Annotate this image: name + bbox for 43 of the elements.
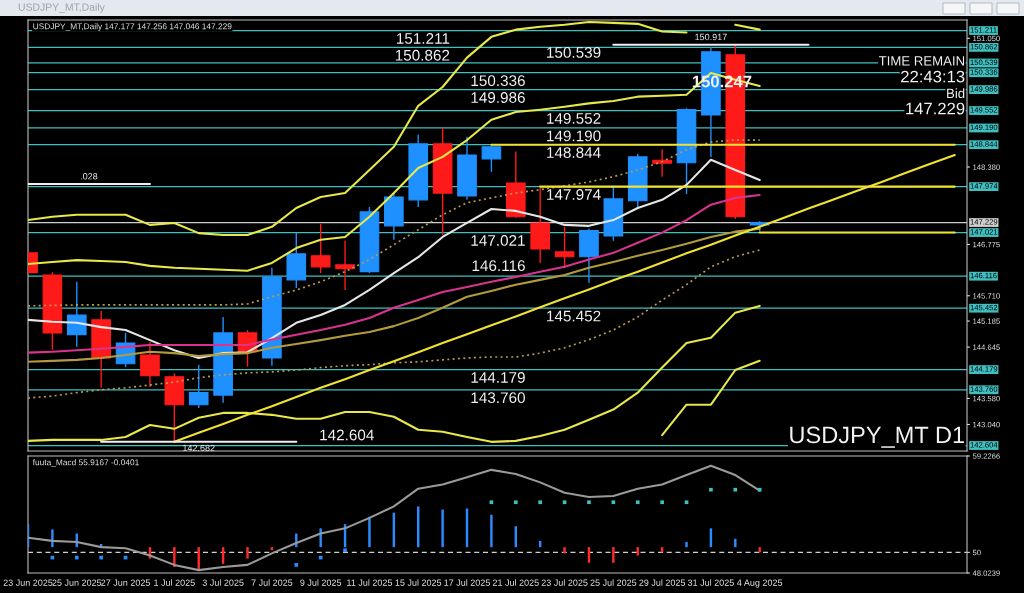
annotation: 147.974 xyxy=(547,189,601,200)
annotation: 150.247 xyxy=(692,75,752,88)
x-tick-label: 29 Jul 2025 xyxy=(639,579,686,586)
annotation: 149.986 xyxy=(471,92,525,103)
x-tick-label: 17 Jul 2025 xyxy=(444,579,490,586)
x-tick-label: 15 Jul 2025 xyxy=(395,579,442,586)
annotation: Bid xyxy=(947,88,965,99)
chart-title: fuuta_Macd 55.9167 -0.0401 xyxy=(32,459,139,467)
annotation: 146.116 xyxy=(472,260,525,272)
annotation: USDJPY_MT D1 xyxy=(790,426,964,448)
annotation: 149.190 xyxy=(547,130,601,142)
x-tick-label: 3 Jul 2025 xyxy=(202,579,244,586)
x-tick-label: 21 Jul 2025 xyxy=(492,579,539,586)
series-label: 142.682 xyxy=(183,444,215,452)
annotation: 147.229 xyxy=(906,102,965,115)
annotation: 142.604 xyxy=(320,429,374,441)
x-tick-label: 27 Jun 2025 xyxy=(101,579,151,586)
series-label: .028 xyxy=(81,173,98,180)
x-tick-label: 23 Jul 2025 xyxy=(541,579,588,586)
x-tick-label: 11 Jul 2025 xyxy=(347,579,393,586)
annotation: 150.539 xyxy=(547,47,601,58)
annotation: 150.862 xyxy=(395,49,450,61)
annotation: 144.179 xyxy=(471,372,525,383)
annotation: 22:43:13 xyxy=(901,70,965,83)
annotation: 145.452 xyxy=(547,310,601,322)
annotation: 148.844 xyxy=(547,147,601,158)
x-tick-label: 31 Jul 2025 xyxy=(687,579,734,586)
annotation: 147.021 xyxy=(471,235,525,246)
x-tick-label: 23 Jun 2025 xyxy=(3,579,53,586)
x-tick-label: 1 Jul 2025 xyxy=(154,579,195,586)
x-tick-label: 25 Jul 2025 xyxy=(590,579,637,586)
x-tick-label: 9 Jul 2025 xyxy=(300,579,342,586)
x-tick-label: 7 Jul 2025 xyxy=(251,579,293,586)
series-label: 150.917 xyxy=(695,33,727,41)
chart-title: USDJPY_MT,Daily xyxy=(18,3,105,13)
x-tick-label: 25 Jun 2025 xyxy=(52,579,102,586)
annotation: 151.211 xyxy=(397,33,450,44)
annotation: 150.336 xyxy=(471,75,525,87)
annotation: TIME REMAIN xyxy=(878,56,965,66)
annotation: 143.760 xyxy=(471,392,525,404)
chart-subtitle: USDJPY_MT,Daily 147.177 147.256 147.046 147.229 xyxy=(33,23,232,31)
annotation: 149.552 xyxy=(547,113,601,124)
x-tick-label: 4 Aug 2025 xyxy=(737,579,783,588)
